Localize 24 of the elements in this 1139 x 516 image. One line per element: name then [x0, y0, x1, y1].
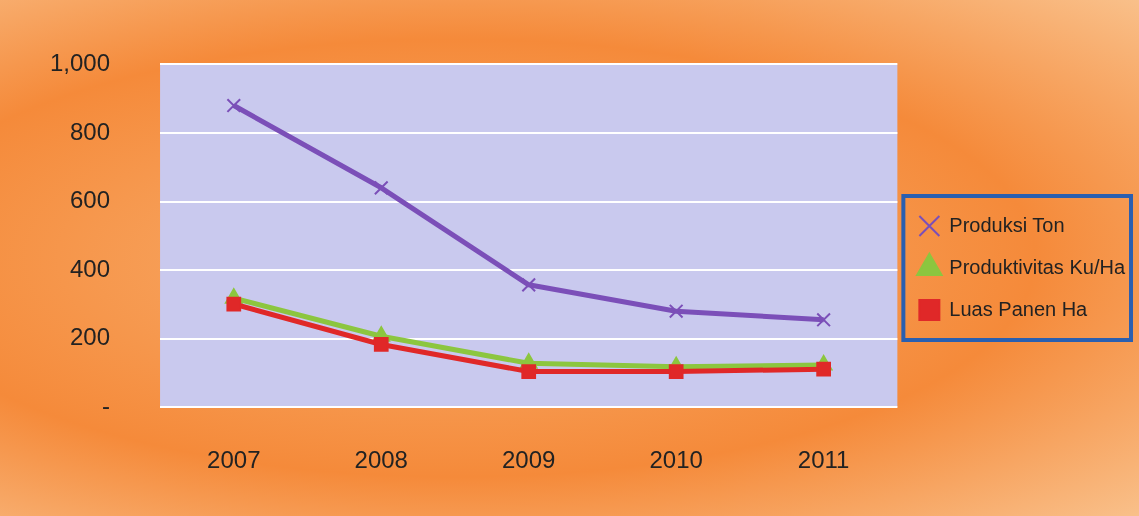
- point: [668, 364, 684, 379]
- point: [521, 277, 537, 293]
- point: [373, 337, 389, 352]
- y-tick-label: 800: [70, 117, 111, 145]
- y-tick-label: 200: [70, 323, 111, 351]
- legend-label: Produksi Ton: [949, 213, 1065, 236]
- y-tick-label: 600: [70, 186, 111, 214]
- legend-label: Luas Panen Ha: [949, 297, 1089, 320]
- point: [521, 364, 537, 379]
- x-tick-label: 2009: [502, 446, 556, 474]
- y-tick-label: 1,000: [50, 49, 111, 77]
- x-tick-label: 2010: [649, 446, 703, 474]
- point: [373, 180, 389, 196]
- x-tick-label: 2011: [797, 446, 850, 474]
- point: [226, 98, 242, 113]
- x-tick-label: 2008: [354, 446, 408, 474]
- legend-label: Produktivitas Ku/Ha: [949, 255, 1126, 278]
- point: [816, 312, 831, 328]
- y-tick-label: 400: [70, 254, 111, 282]
- x-tick-label: 2007: [207, 446, 261, 474]
- point: [226, 296, 242, 312]
- y-tick-label: -: [102, 391, 111, 419]
- point: [816, 361, 831, 377]
- point: [668, 303, 684, 319]
